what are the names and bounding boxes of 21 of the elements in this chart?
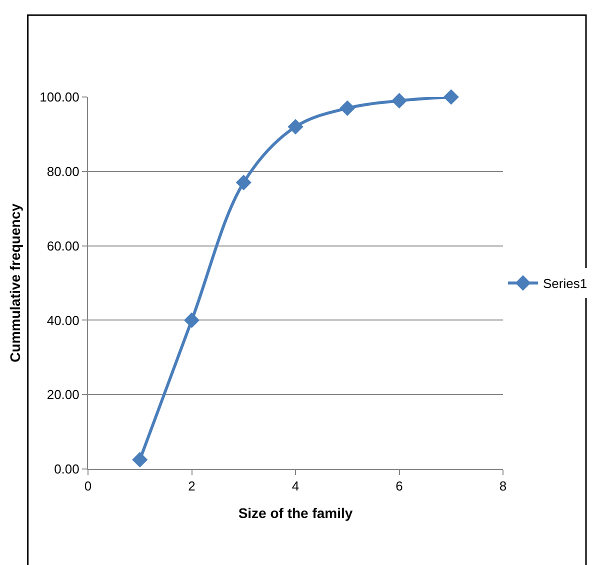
y-tick-label: 80.00 <box>46 164 80 179</box>
x-tick-label: 0 <box>84 478 92 494</box>
point <box>340 100 356 116</box>
y-tick-label: 60.00 <box>46 238 80 254</box>
point <box>391 92 408 109</box>
y-tick-label: 40.00 <box>46 312 80 328</box>
y-axis-title: Cummulative frequency <box>7 203 24 362</box>
x-tick-label: 2 <box>188 478 196 494</box>
point <box>132 452 148 468</box>
x-axis-title: Size of the family <box>238 504 353 521</box>
point <box>236 174 252 190</box>
y-tick-label: 100.00 <box>40 90 80 105</box>
point <box>288 118 304 135</box>
x-tick-label: 4 <box>292 478 300 494</box>
y-tick-label: 0.00 <box>54 462 80 477</box>
y-tick-label: 20.00 <box>46 387 80 402</box>
point <box>184 312 200 328</box>
x-tick-label: 8 <box>499 478 507 494</box>
legend-label: Series1 <box>543 276 588 292</box>
point <box>443 89 459 105</box>
x-tick-label: 6 <box>396 478 403 494</box>
